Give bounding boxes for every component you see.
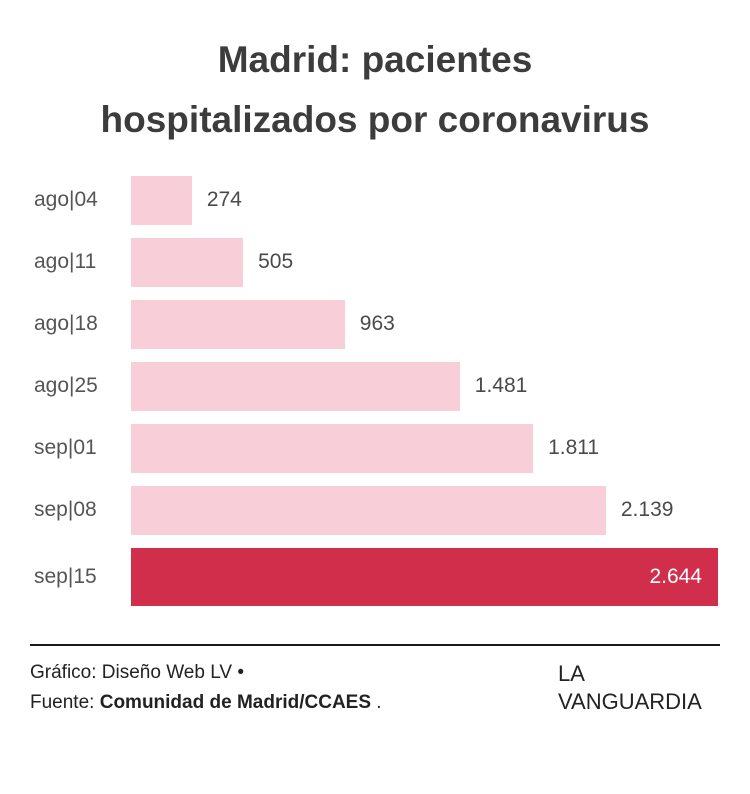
bar-track: 963 <box>131 299 718 349</box>
bar-track: 1.811 <box>131 423 718 473</box>
footer-divider <box>30 643 720 646</box>
bar <box>131 237 244 287</box>
footer: Gráfico: Diseño Web LV • Fuente: Comunid… <box>0 646 750 719</box>
chart-row: ago|11 505 <box>0 237 750 287</box>
bar <box>131 175 192 225</box>
chart-title-line-2: hospitalizados por coronavirus <box>100 98 650 140</box>
brand-line-1: LA <box>558 660 585 686</box>
value-label: 1.811 <box>548 436 600 460</box>
chart-row: sep|15 2.644 <box>0 547 750 606</box>
bar-track: 505 <box>131 237 718 287</box>
chart-row: sep|08 2.139 <box>0 485 750 535</box>
credit-graphic-line: Gráfico: Diseño Web LV • <box>30 661 244 683</box>
bar <box>131 361 460 411</box>
bar <box>131 423 534 473</box>
category-label: ago|04 <box>34 188 98 212</box>
value-label: 2.644 <box>649 564 702 588</box>
credit-source-line: Fuente: Comunidad de Madrid/CCAES . <box>30 688 382 718</box>
credits: Gráfico: Diseño Web LV • Fuente: Comunid… <box>30 658 382 719</box>
category-label: sep|15 <box>34 564 97 588</box>
source-suffix: . <box>371 692 382 714</box>
category-label: ago|18 <box>34 312 98 336</box>
bar-track: 274 <box>131 175 718 225</box>
category-label: ago|11 <box>34 250 97 274</box>
source-prefix: Fuente: <box>30 692 100 714</box>
chart-row: ago|25 1.481 <box>0 361 750 411</box>
bar-track: 1.481 <box>131 361 718 411</box>
bar <box>131 547 718 606</box>
bar-chart: ago|04 274 ago|11 505 ago|18 963 ago|25 1.481 se… <box>0 175 750 606</box>
brand-line-2: VANGUARDIA <box>558 689 702 715</box>
category-label: ago|25 <box>34 374 98 398</box>
category-label: sep|01 <box>34 436 97 460</box>
bar <box>131 299 345 349</box>
bar-track: 2.139 <box>131 485 718 535</box>
chart-title: Madrid: pacientes hospitalizados por cor… <box>18 30 732 150</box>
chart-row: ago|04 274 <box>0 175 750 225</box>
chart-row: ago|18 963 <box>0 299 750 349</box>
chart-rows: ago|04 274 ago|11 505 ago|18 963 ago|25 1.481 se… <box>0 175 750 606</box>
chart-title-line-1: Madrid: pacientes <box>217 39 533 80</box>
value-label: 1.481 <box>474 374 528 398</box>
value-label: 274 <box>206 188 242 212</box>
bar <box>131 485 606 535</box>
value-label: 2.139 <box>620 498 674 522</box>
bar-track: 2.644 <box>131 547 718 606</box>
source-name: Comunidad de Madrid/CCAES <box>99 692 372 714</box>
category-label: sep|08 <box>34 498 97 522</box>
la-vanguardia-logo: LA VANGUARDIA <box>558 658 720 717</box>
value-label: 963 <box>359 312 395 336</box>
value-label: 505 <box>258 250 294 274</box>
chart-row: sep|01 1.811 <box>0 423 750 473</box>
